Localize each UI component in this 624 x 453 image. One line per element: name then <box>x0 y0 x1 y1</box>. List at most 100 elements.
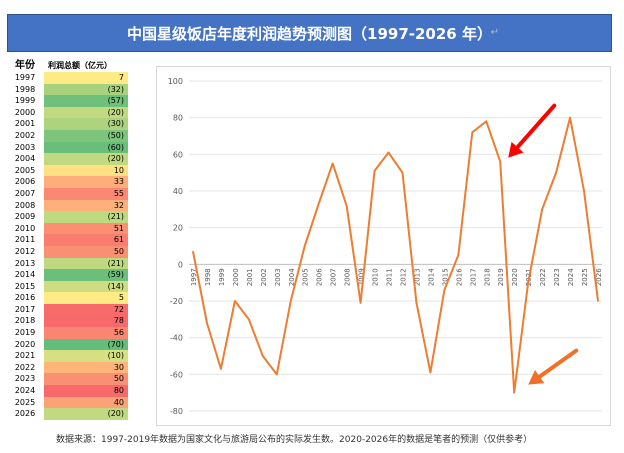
table-row: 2020 (70) <box>6 338 128 351</box>
table-row: 2018 78 <box>6 315 128 328</box>
row-year: 2021 <box>6 350 44 362</box>
row-profit: (60) <box>44 141 128 154</box>
row-year: 2019 <box>6 327 44 339</box>
x-tick-label: 2011 <box>386 268 394 286</box>
table-row: 2022 30 <box>6 361 128 374</box>
data-point <box>206 322 208 324</box>
row-year: 1998 <box>6 83 44 96</box>
row-year: 2008 <box>6 199 44 212</box>
row-profit: 32 <box>44 199 128 212</box>
x-tick-label: 2009 <box>358 268 366 286</box>
data-point <box>275 373 278 376</box>
data-point <box>331 162 334 165</box>
row-profit: (10) <box>44 350 128 362</box>
row-profit: 7 <box>44 72 128 84</box>
data-point <box>583 190 585 192</box>
row-year: 2010 <box>6 222 44 235</box>
data-point <box>457 254 460 256</box>
data-point <box>429 371 432 374</box>
x-tick-label: 2026 <box>595 268 603 286</box>
table-row: 2016 5 <box>6 292 128 304</box>
table-row: 2006 33 <box>6 176 128 188</box>
table-row: 2019 56 <box>6 327 128 339</box>
row-year: 2004 <box>6 153 44 165</box>
row-profit: (20) <box>44 408 128 420</box>
row-year: 2013 <box>6 257 44 270</box>
table-row: 1998 (32) <box>6 83 128 96</box>
line-chart: 100 80 60 40 20 0 -20 -40 -60 -80 1997 1998 1999 200… <box>168 77 603 416</box>
row-profit: (20) <box>44 106 128 119</box>
x-tick-label: 2012 <box>399 268 407 286</box>
row-profit: (32) <box>44 83 128 96</box>
row-year: 2017 <box>6 303 44 316</box>
data-point <box>569 116 571 119</box>
x-tick-label: 1999 <box>218 268 226 286</box>
table-row: 2026 (20) <box>6 408 128 420</box>
x-tick-label: 2014 <box>427 268 435 286</box>
x-axis-labels: 1997 1998 1999 2000 2001 2002 2003 2004 2005 2006… <box>190 268 603 286</box>
row-year: 2026 <box>6 408 44 420</box>
row-year: 2025 <box>6 396 44 409</box>
y-tick-label: -40 <box>170 334 183 343</box>
x-tick-label: 2019 <box>497 268 505 286</box>
header-year: 年份 <box>15 60 35 71</box>
data-point <box>289 300 292 302</box>
table-row: 2007 55 <box>6 187 128 200</box>
table-row: 2017 72 <box>6 303 128 316</box>
data-point <box>499 160 502 163</box>
row-profit: (59) <box>44 269 128 281</box>
data-point <box>220 368 222 370</box>
data-point <box>262 355 264 357</box>
data-point <box>471 131 474 134</box>
x-tick-label: 2008 <box>344 268 352 286</box>
y-axis-labels: 100 80 60 40 20 0 -20 -40 -60 -80 <box>168 77 183 416</box>
row-year: 2016 <box>6 292 44 304</box>
data-point <box>234 300 236 302</box>
row-year: 2023 <box>6 373 44 386</box>
profit-table: 年份 利润总额（亿元） 1997 7 1998 (32) 1999 (57) 2000 (20… <box>6 60 128 420</box>
x-tick-label: 2025 <box>581 268 589 286</box>
y-tick-label: 80 <box>173 114 183 123</box>
x-tick-label: 2013 <box>413 268 421 286</box>
data-point <box>513 391 516 394</box>
data-point <box>373 170 376 172</box>
data-point <box>387 151 390 154</box>
data-point <box>527 281 529 284</box>
table-row: 2010 51 <box>6 222 128 235</box>
row-year: 2003 <box>6 141 44 154</box>
x-tick-label: 2000 <box>232 268 240 286</box>
table-row: 2021 (10) <box>6 350 128 362</box>
x-tick-label: 2020 <box>511 268 519 286</box>
x-tick-label: 2001 <box>246 268 254 286</box>
table-row: 2003 (60) <box>6 141 128 154</box>
row-profit: 72 <box>44 303 128 316</box>
row-profit: (30) <box>44 118 128 130</box>
row-profit: 80 <box>44 385 128 397</box>
table-row: 2009 (21) <box>6 211 128 223</box>
row-profit: 78 <box>44 315 128 328</box>
arrow-head <box>508 141 524 158</box>
title-bar: 中国星级饭店年度利润趋势预测图（1997-2026 年） ↵ <box>7 14 612 52</box>
data-point <box>345 204 348 207</box>
x-tick-label: 2022 <box>539 268 547 286</box>
x-tick-label: 1998 <box>204 268 212 286</box>
x-tick-label: 2002 <box>260 268 268 286</box>
x-tick-label: 2005 <box>302 268 310 286</box>
data-point <box>248 318 250 321</box>
x-tick-label: 2004 <box>288 268 296 286</box>
row-profit: 51 <box>44 222 128 235</box>
x-tick-label: 2018 <box>483 268 491 286</box>
series-line <box>192 116 599 394</box>
series-line-path <box>192 116 599 394</box>
row-year: 1999 <box>6 95 44 107</box>
header-profit: 利润总额（亿元） <box>48 61 112 70</box>
data-point <box>415 302 418 304</box>
y-tick-label: 100 <box>168 77 183 86</box>
row-profit: 10 <box>44 164 128 177</box>
table-row: 2025 40 <box>6 396 128 409</box>
table-row: 2011 61 <box>6 234 128 246</box>
annotation-arrows <box>508 103 579 385</box>
paragraph-mark-icon: ↵ <box>490 27 499 38</box>
table-row: 2024 80 <box>6 385 128 397</box>
row-profit: 5 <box>44 292 128 304</box>
